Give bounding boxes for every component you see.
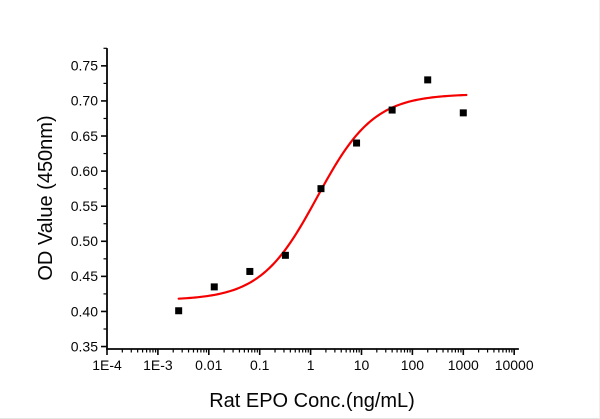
data-point-marker [210, 283, 218, 291]
x-tick-label: 10000 [495, 357, 534, 373]
y-tick-label: 0.75 [71, 58, 98, 74]
x-tick-label: 1 [307, 357, 315, 373]
x-tick-label: 10 [354, 357, 370, 373]
x-tick-label: 0.01 [195, 357, 222, 373]
y-tick-label: 0.65 [71, 128, 98, 144]
y-tick-label: 0.55 [71, 198, 98, 214]
data-point-marker [353, 139, 361, 147]
y-tick-label: 0.70 [71, 93, 98, 109]
data-point-marker [388, 106, 396, 114]
y-tick-label: 0.50 [71, 233, 98, 249]
y-tick-label: 0.45 [71, 268, 98, 284]
x-tick-label: 0.1 [250, 357, 270, 373]
y-axis-title: OD Value (450nm) [35, 115, 57, 280]
fit-curve [177, 93, 468, 300]
data-point-marker [459, 109, 467, 117]
x-tick-label: 1E-4 [92, 357, 122, 373]
y-tick-label: 0.35 [71, 338, 98, 354]
data-point-marker [175, 307, 183, 315]
data-point-marker [424, 76, 432, 84]
x-tick-label: 1E-3 [143, 357, 173, 373]
y-tick-label: 0.60 [71, 163, 98, 179]
data-point-marker [281, 251, 289, 259]
y-tick-label: 0.40 [71, 303, 98, 319]
plot-area: 1E-4 1E-3 0.01 0.1 1 10 100 1000 10000 0.35 0.40 0.… [71, 47, 534, 373]
data-point-marker [317, 185, 325, 193]
x-axis-title: Rat EPO Conc.(ng/mL) [209, 390, 415, 412]
data-point-marker [246, 267, 254, 275]
x-tick-label: 1000 [448, 357, 479, 373]
x-tick-label: 100 [401, 357, 425, 373]
